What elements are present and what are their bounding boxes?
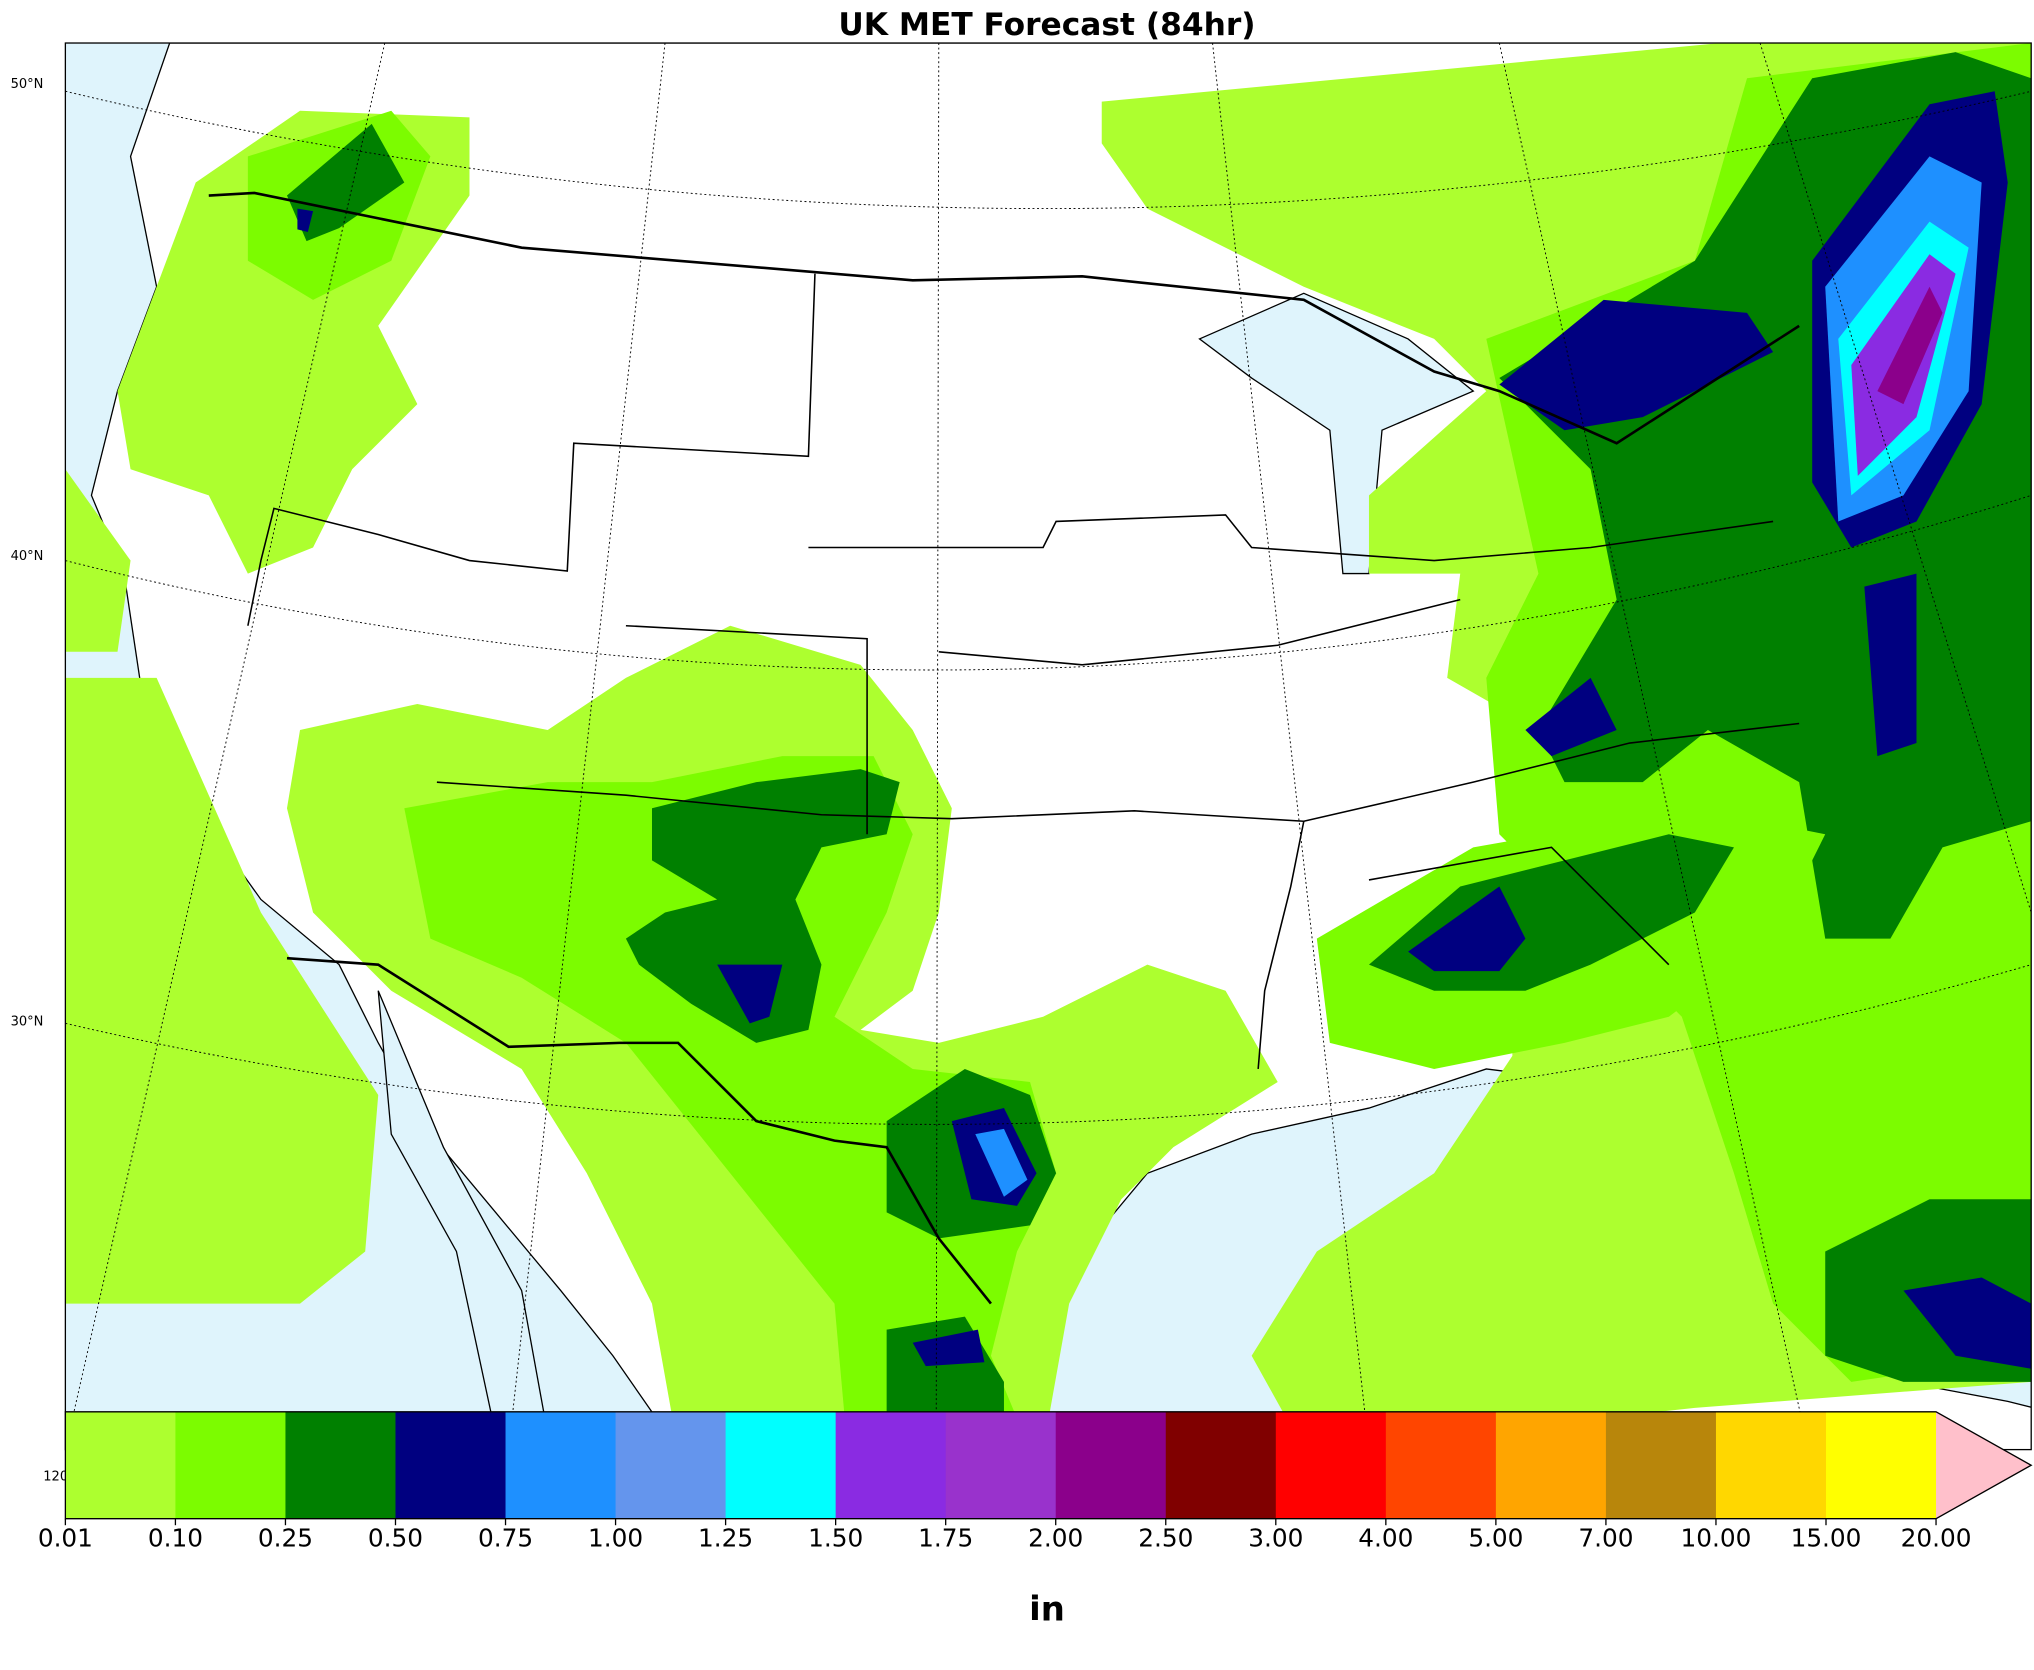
colorbar-swatch bbox=[1715, 1411, 1827, 1519]
colorbar-tick-label: 3.00 bbox=[1248, 1524, 1303, 1553]
colorbar-swatch bbox=[615, 1411, 727, 1519]
colorbar-swatch bbox=[835, 1411, 947, 1519]
colorbar: 0.01 0.10 0.25 0.50 0.75 1.00 1.25 1.50 1.75 2.00… bbox=[38, 1411, 2033, 1553]
colorbar-tick-label: 0.25 bbox=[258, 1524, 313, 1553]
colorbar-swatch bbox=[1385, 1411, 1497, 1519]
colorbar-tick-label: 1.00 bbox=[588, 1524, 643, 1553]
colorbar-swatch bbox=[505, 1411, 617, 1519]
colorbar-outline bbox=[64, 1411, 2033, 1520]
colorbar-unit: in bbox=[1029, 1590, 1065, 1629]
colorbar-tick-label: 0.01 bbox=[38, 1524, 93, 1553]
colorbar-swatch bbox=[1605, 1411, 1717, 1519]
colorbar-swatch bbox=[395, 1411, 507, 1519]
colorbar-tick-label: 10.00 bbox=[1681, 1524, 1752, 1553]
colorbar-tick-label: 2.00 bbox=[1028, 1524, 1083, 1553]
colorbar-tick-label: 1.75 bbox=[918, 1524, 973, 1553]
colorbar-tick-label: 4.00 bbox=[1358, 1524, 1413, 1553]
colorbar-tick-label: 5.00 bbox=[1468, 1524, 1523, 1553]
colorbar-extend bbox=[1936, 1411, 2032, 1519]
lat-label: 30°N bbox=[11, 1015, 44, 1030]
colorbar-swatch bbox=[1495, 1411, 1607, 1519]
colorbar-swatch bbox=[65, 1411, 177, 1519]
colorbar-tick-label: 1.25 bbox=[698, 1524, 753, 1553]
colorbar-tick-label: 0.50 bbox=[368, 1524, 423, 1553]
colorbar-tick-label: 0.10 bbox=[148, 1524, 203, 1553]
colorbar-swatch bbox=[1275, 1411, 1387, 1519]
colorbar-swatch bbox=[1825, 1411, 1937, 1519]
colorbar-tick-label: 20.00 bbox=[1901, 1524, 1972, 1553]
colorbar-tick-label: 0.75 bbox=[478, 1524, 533, 1553]
colorbar-swatch bbox=[285, 1411, 397, 1519]
colorbar-tick-label: 7.00 bbox=[1578, 1524, 1633, 1553]
map bbox=[64, 42, 2032, 1451]
colorbar-swatch bbox=[945, 1411, 1057, 1519]
colorbar-tick-label: 15.00 bbox=[1791, 1524, 1862, 1553]
colorbar-swatch bbox=[725, 1411, 837, 1519]
colorbar-swatch bbox=[1055, 1411, 1167, 1519]
colorbar-swatch bbox=[1165, 1411, 1277, 1519]
colorbar-tick-label: 2.50 bbox=[1138, 1524, 1193, 1553]
title: UK MET Forecast (84hr) bbox=[838, 7, 1255, 43]
lat-label: 40°N bbox=[11, 549, 44, 564]
colorbar-swatch bbox=[175, 1411, 287, 1519]
colorbar-tick-label: 1.50 bbox=[808, 1524, 863, 1553]
lat-label: 50°N bbox=[11, 77, 44, 92]
